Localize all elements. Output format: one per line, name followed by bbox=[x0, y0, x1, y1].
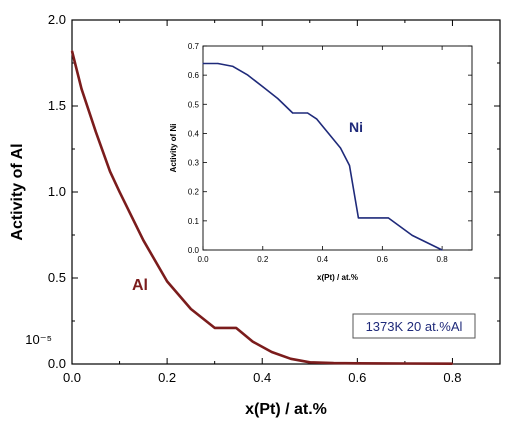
inset-y-tick-label: 0.4 bbox=[188, 129, 200, 138]
inset-y-tick-label: 0.5 bbox=[188, 100, 200, 109]
inset-y-tick-label: 0.3 bbox=[188, 159, 200, 168]
ni-data-point bbox=[232, 65, 234, 67]
inset-x-axis-label: x(Pt) / at.% bbox=[317, 273, 358, 282]
ni-data-point bbox=[348, 164, 351, 167]
inset-y-tick-label: 0.6 bbox=[188, 71, 200, 80]
ni-data-point bbox=[411, 234, 413, 237]
inset-y-tick-label: 0.0 bbox=[188, 246, 200, 255]
inset-y-tick-label: 0.7 bbox=[188, 42, 200, 51]
al-data-point bbox=[404, 362, 406, 365]
al-data-point bbox=[308, 361, 311, 364]
main-x-tick-label: 0.4 bbox=[253, 370, 271, 385]
annotation-box bbox=[352, 313, 476, 339]
ni-activity-line bbox=[203, 62, 443, 251]
al-data-point bbox=[213, 327, 216, 329]
inset-y-tick-label: 0.1 bbox=[188, 217, 200, 226]
al-data-point bbox=[356, 362, 359, 365]
inset-y-tick-label: 0.2 bbox=[188, 188, 200, 197]
ni-data-point bbox=[202, 62, 204, 65]
main-y-tick-label: 1.0 bbox=[48, 184, 66, 199]
al-data-point bbox=[270, 351, 273, 353]
inset-x-tick-label: 0.4 bbox=[317, 255, 329, 264]
main-y-axis-label: Activity of Al bbox=[9, 143, 26, 240]
inset-x-tick-label: 0.6 bbox=[377, 255, 389, 264]
ni-data-point bbox=[315, 118, 318, 120]
ni-data-point bbox=[307, 112, 309, 114]
main-x-axis-label: x(Pt) / at.% bbox=[245, 401, 327, 418]
main-x-tick-label: 0.8 bbox=[443, 370, 461, 385]
inset-plot-frame bbox=[202, 45, 473, 251]
al-data-point bbox=[118, 191, 121, 193]
ni-data-point bbox=[339, 147, 342, 149]
ni-data-point bbox=[247, 74, 249, 76]
al-data-point bbox=[289, 358, 292, 360]
ni-data-point bbox=[277, 97, 279, 100]
ni-data-point bbox=[357, 217, 360, 219]
al-data-point bbox=[71, 50, 73, 52]
main-y-scale-note: 10⁻⁵ bbox=[25, 332, 52, 347]
main-y-tick-label: 0.5 bbox=[48, 270, 66, 285]
al-data-point bbox=[142, 239, 145, 241]
inset-chart: 0.0 0.2 0.4 0.6 0.8 0.0 0.1 0.2 0.3 0.4 0.5 0.6 0.7 x… bbox=[169, 42, 473, 282]
al-data-point bbox=[190, 308, 192, 310]
al-data-point bbox=[332, 362, 335, 364]
al-data-point bbox=[166, 280, 168, 283]
al-data-point bbox=[251, 340, 254, 343]
al-activity-line bbox=[70, 50, 453, 366]
al-data-point bbox=[451, 362, 454, 365]
al-series-label: Al bbox=[132, 277, 148, 294]
inset-y-axis-label: Activity of Ni bbox=[169, 124, 178, 173]
main-y-tick-label: 0.0 bbox=[48, 356, 66, 371]
annotation-text: 1373K 20 at.%Al bbox=[366, 319, 463, 334]
al-data-point bbox=[235, 327, 237, 329]
inset-x-tick-label: 0.2 bbox=[257, 255, 269, 264]
inset-x-tick-label: 0.8 bbox=[437, 255, 449, 264]
ni-data-point bbox=[387, 217, 389, 219]
ni-data-point bbox=[327, 132, 330, 135]
inset-x-tick-label: 0.0 bbox=[197, 255, 209, 264]
main-y-tick-label: 1.5 bbox=[48, 98, 66, 113]
ni-series-label: Ni bbox=[349, 119, 363, 135]
main-chart: 0.0 0.2 0.4 0.6 0.8 0.0 0.5 1.0 1.5 2.0 10⁻⁵ x(Pt) … bbox=[9, 12, 501, 418]
main-x-tick-label: 0.6 bbox=[348, 370, 366, 385]
al-data-point bbox=[94, 131, 97, 133]
ni-data-point bbox=[262, 86, 264, 88]
ni-data-point bbox=[292, 112, 294, 114]
al-data-point bbox=[109, 170, 111, 173]
ni-data-point bbox=[217, 62, 219, 65]
ni-data-point bbox=[441, 249, 443, 251]
main-x-tick-label: 0.0 bbox=[63, 370, 81, 385]
main-x-tick-label: 0.2 bbox=[158, 370, 176, 385]
main-y-tick-label: 2.0 bbox=[48, 12, 66, 27]
al-data-point bbox=[80, 88, 83, 90]
